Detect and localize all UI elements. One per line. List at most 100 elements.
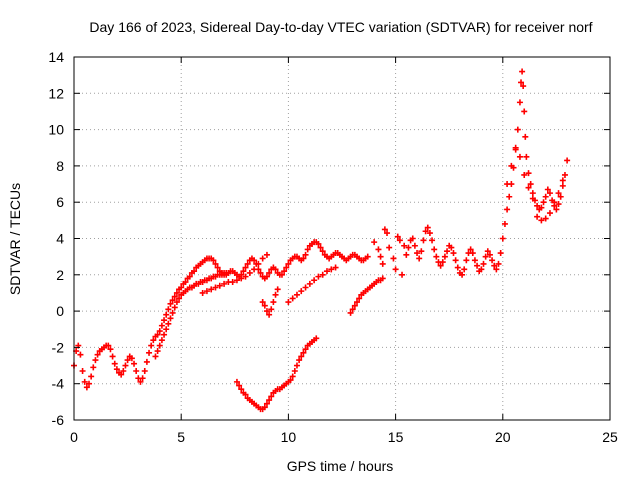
data-point bbox=[441, 253, 448, 260]
data-point bbox=[109, 353, 116, 360]
data-point bbox=[90, 364, 97, 371]
data-point bbox=[212, 284, 219, 291]
axis-ticks: 0 5 10 15 20 25 -6 -4 -2 0 2 4 6 8 10 12 14 bbox=[48, 49, 618, 445]
data-point bbox=[328, 266, 335, 273]
y-tick-label: 12 bbox=[48, 85, 64, 101]
data-point bbox=[216, 282, 223, 289]
data-point bbox=[409, 235, 416, 242]
data-point bbox=[242, 273, 249, 280]
grid-lines bbox=[74, 57, 610, 420]
data-point bbox=[529, 195, 536, 202]
data-point bbox=[289, 373, 296, 380]
data-point bbox=[499, 235, 506, 242]
data-point bbox=[81, 378, 88, 385]
series-group bbox=[259, 286, 281, 318]
data-point bbox=[351, 302, 358, 309]
data-point bbox=[291, 367, 298, 374]
data-point bbox=[414, 250, 421, 257]
data-point bbox=[349, 306, 356, 313]
series-group bbox=[71, 239, 371, 391]
data-point bbox=[169, 297, 176, 304]
data-point bbox=[182, 279, 189, 286]
data-point bbox=[251, 257, 258, 264]
data-point bbox=[199, 289, 206, 296]
data-point bbox=[278, 271, 285, 278]
data-point bbox=[105, 342, 112, 349]
data-point bbox=[542, 193, 549, 200]
y-tick-label: -4 bbox=[52, 376, 65, 392]
data-point bbox=[512, 144, 519, 151]
data-point bbox=[88, 373, 95, 380]
data-point bbox=[173, 299, 180, 306]
data-point bbox=[384, 230, 391, 237]
data-point bbox=[516, 99, 523, 106]
data-point bbox=[491, 262, 498, 269]
data-point bbox=[394, 233, 401, 240]
data-point bbox=[493, 266, 500, 273]
data-point bbox=[377, 253, 384, 260]
data-point bbox=[137, 378, 144, 385]
y-tick-label: 0 bbox=[56, 303, 64, 319]
x-tick-label: 5 bbox=[177, 429, 185, 445]
data-point bbox=[176, 295, 183, 302]
chart-title: Day 166 of 2023, Sidereal Day-to-day VTE… bbox=[89, 19, 592, 35]
data-point bbox=[527, 181, 534, 188]
data-point bbox=[463, 257, 470, 264]
data-point bbox=[319, 271, 326, 278]
data-point bbox=[538, 204, 545, 211]
data-point bbox=[371, 239, 378, 246]
data-point bbox=[289, 295, 296, 302]
data-point bbox=[431, 246, 438, 253]
data-point bbox=[379, 275, 386, 282]
data-point bbox=[315, 273, 322, 280]
data-point bbox=[332, 264, 339, 271]
data-point bbox=[86, 380, 93, 387]
data-point bbox=[420, 237, 427, 244]
x-tick-label: 10 bbox=[281, 429, 297, 445]
x-axis-label: GPS time / hours bbox=[287, 458, 394, 474]
data-point bbox=[478, 266, 485, 273]
data-point bbox=[386, 244, 393, 251]
data-point bbox=[300, 349, 307, 356]
data-point bbox=[143, 358, 150, 365]
data-point bbox=[523, 153, 530, 160]
data-point bbox=[551, 199, 558, 206]
data-point bbox=[255, 260, 262, 267]
data-point bbox=[154, 348, 161, 355]
data-point bbox=[559, 177, 566, 184]
data-point bbox=[429, 237, 436, 244]
data-point bbox=[396, 237, 403, 244]
data-point bbox=[555, 201, 562, 208]
data-point bbox=[92, 357, 99, 364]
data-point bbox=[522, 133, 529, 140]
y-tick-label: 8 bbox=[56, 158, 64, 174]
data-point bbox=[416, 255, 423, 262]
data-point bbox=[520, 83, 527, 90]
data-point bbox=[208, 286, 215, 293]
data-point bbox=[444, 248, 451, 255]
data-point bbox=[246, 269, 253, 276]
data-point bbox=[319, 248, 326, 255]
series-group bbox=[199, 251, 270, 296]
data-point bbox=[281, 268, 288, 275]
data-point bbox=[564, 157, 571, 164]
data-point bbox=[450, 250, 457, 257]
data-point bbox=[555, 190, 562, 197]
data-point bbox=[242, 391, 249, 398]
data-point bbox=[251, 266, 258, 273]
data-point bbox=[152, 353, 159, 360]
data-point bbox=[516, 153, 523, 160]
data-point bbox=[210, 257, 217, 264]
data-point bbox=[302, 346, 309, 353]
y-tick-label: 10 bbox=[48, 122, 64, 138]
data-point bbox=[482, 253, 489, 260]
data-point bbox=[504, 206, 511, 213]
data-point bbox=[356, 295, 363, 302]
data-point bbox=[454, 264, 461, 271]
data-point bbox=[519, 68, 526, 75]
data-point bbox=[399, 271, 406, 278]
data-point bbox=[392, 266, 399, 273]
data-point bbox=[163, 326, 170, 333]
data-point bbox=[229, 279, 236, 286]
data-point bbox=[221, 280, 228, 287]
